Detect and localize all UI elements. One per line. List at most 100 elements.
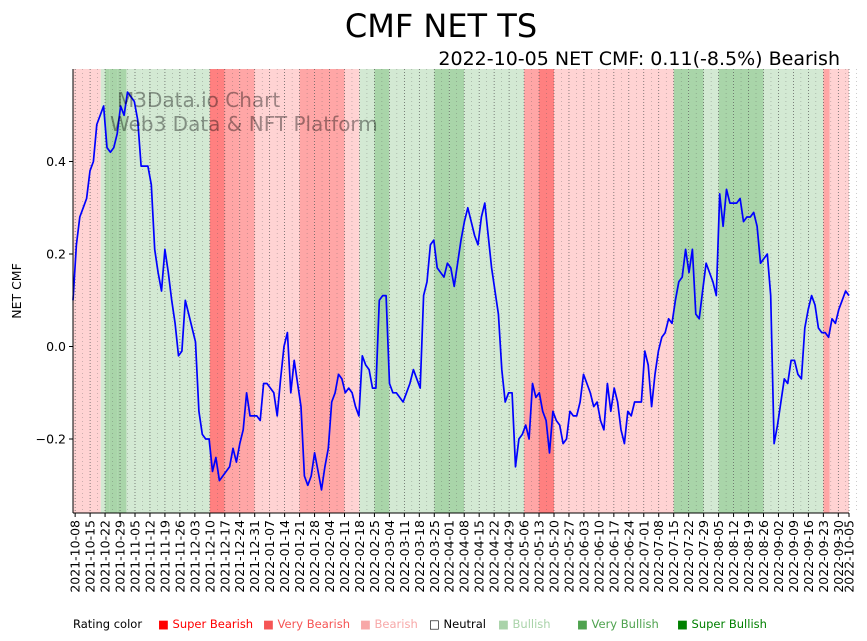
x-tick-label: 2022-08-12: [726, 520, 741, 593]
x-tick-label: 2021-12-10: [202, 520, 217, 593]
x-tick-label: 2022-06-10: [591, 520, 606, 593]
band-bearish: [73, 69, 101, 513]
legend-entry-very-bullish: ■ Very Bullish: [577, 617, 659, 631]
band-bullish: [464, 69, 480, 513]
band-very-bullish: [688, 69, 704, 513]
legend-swatch: ■: [677, 617, 692, 631]
band-super-bearish: [209, 69, 225, 513]
x-tick-label: 2021-12-17: [217, 520, 232, 593]
x-tick-label: 2022-02-18: [352, 520, 367, 593]
band-bullish: [389, 69, 416, 513]
band-very-bullish: [434, 69, 450, 513]
band-very-bullish: [109, 69, 118, 513]
y-axis-label: NET CMF: [9, 263, 24, 319]
x-tick-label: 2021-10-29: [113, 520, 128, 593]
x-tick-label: 2022-04-22: [487, 520, 502, 593]
legend-entry-super-bearish: ■ Super Bearish: [158, 617, 253, 631]
chart-title: CMF NET TS: [345, 7, 537, 45]
x-ticks: 2021-10-08 2021-10-15 2021-10-22 2021-10-29…: [68, 513, 857, 593]
x-tick-label: 2022-03-25: [427, 520, 442, 593]
legend-swatch: ■: [263, 617, 278, 631]
x-tick-label: 2021-11-19: [157, 520, 172, 593]
x-tick-label: 2022-09-16: [801, 520, 816, 593]
x-tick-label: 2022-05-13: [532, 520, 547, 593]
legend-label: Neutral: [444, 617, 486, 631]
band-bearish: [829, 69, 849, 513]
x-tick-label: 2022-09-23: [816, 520, 831, 593]
legend-entry-bearish: ■ Bearish: [360, 617, 418, 631]
watermark-line-2: Web3 Data & NFT Platform: [110, 112, 378, 136]
legend-label: Very Bearish: [278, 617, 350, 631]
x-tick-label: 2022-06-24: [621, 520, 636, 593]
band-bearish: [344, 69, 360, 513]
x-tick-label: 2022-07-22: [681, 520, 696, 593]
series-line-net-cmf: [72, 91, 850, 491]
legend-entry-very-bearish: ■ Very Bearish: [263, 617, 350, 631]
legend-swatch: □: [429, 617, 444, 631]
chart-subtitle: 2022-10-05 NET CMF: 0.11(-8.5%) Bearish: [438, 48, 840, 70]
x-tick-label: 2022-01-07: [262, 520, 277, 593]
x-tick-label: 2021-11-26: [172, 520, 187, 593]
legend-label: Very Bullish: [592, 617, 659, 631]
x-tick-label: 2022-02-04: [322, 520, 337, 593]
x-tick-label: 2022-03-11: [397, 520, 412, 593]
watermark-line-1: M3Data.io Chart: [117, 88, 280, 112]
y-tick-label: −0.2: [36, 432, 66, 447]
band-very-bullish: [718, 69, 734, 513]
band-bullish: [359, 69, 375, 513]
y-tick-label: 0.0: [46, 339, 66, 354]
series-layer: [72, 91, 850, 491]
legend-entry-super-bullish: ■ Super Bullish: [677, 617, 767, 631]
x-tick-label: 2022-03-18: [412, 520, 427, 593]
y-tick-label: 0.2: [46, 247, 66, 262]
y-ticks: −0.2 0.0 0.2 0.4: [36, 154, 73, 447]
x-tick-label: 2021-10-08: [68, 520, 83, 593]
band-bearish: [628, 69, 674, 513]
band-very-bearish: [224, 69, 240, 513]
band-very-bullish: [117, 69, 127, 513]
band-super-bearish: [539, 69, 554, 513]
legend-label: Super Bearish: [173, 617, 254, 631]
band-very-bullish: [673, 69, 689, 513]
x-tick-label: 2022-09-30: [831, 520, 846, 593]
x-tick-label: 2022-07-01: [636, 520, 651, 593]
y-tick-label: 0.4: [46, 154, 66, 169]
x-tick-label: 2022-08-26: [756, 520, 771, 593]
x-tick-label: 2021-10-15: [83, 520, 98, 593]
x-tick-label: 2022-07-15: [666, 520, 681, 593]
x-tick-label: 2022-05-27: [561, 520, 576, 593]
band-very-bullish: [449, 69, 465, 513]
x-tick-label: 2021-12-03: [187, 520, 202, 593]
band-bearish: [254, 69, 300, 513]
x-tick-label: 2022-02-25: [367, 520, 382, 593]
regime-bands: [73, 69, 849, 513]
legend-swatch: ■: [360, 617, 375, 631]
band-bullish: [126, 69, 142, 513]
band-very-bearish: [239, 69, 255, 513]
x-tick-label: 2022-09-09: [786, 520, 801, 593]
x-tick-label: 2022-08-19: [741, 520, 756, 593]
legend-swatch: ■: [498, 617, 513, 631]
x-tick-label: 2022-10-05: [842, 520, 857, 593]
band-very-bearish: [524, 69, 540, 513]
band-bullish: [479, 69, 525, 513]
legend-title: Rating color: [73, 617, 142, 631]
x-tick-label: 2021-11-12: [142, 520, 157, 593]
legend-entry-neutral: □ Neutral: [429, 617, 486, 631]
rating-legend: Rating color ■ Super Bearish ■ Very Bearis…: [73, 617, 767, 631]
x-tick-label: 2022-06-17: [606, 520, 621, 593]
x-tick-label: 2022-01-21: [292, 520, 307, 593]
band-bullish: [703, 69, 719, 513]
x-tick-label: 2022-09-02: [771, 520, 786, 593]
x-tick-label: 2022-03-04: [382, 520, 397, 593]
x-tick-label: 2021-12-31: [247, 520, 262, 593]
x-tick-label: 2022-05-06: [517, 520, 532, 593]
x-tick-label: 2022-04-29: [502, 520, 517, 593]
x-tick-label: 2022-02-11: [337, 520, 352, 593]
x-tick-label: 2022-08-05: [711, 520, 726, 593]
x-tick-label: 2021-10-22: [98, 520, 113, 593]
x-tick-label: 2021-11-05: [127, 520, 142, 593]
legend-swatch: ■: [577, 617, 592, 631]
band-very-bullish: [374, 69, 390, 513]
